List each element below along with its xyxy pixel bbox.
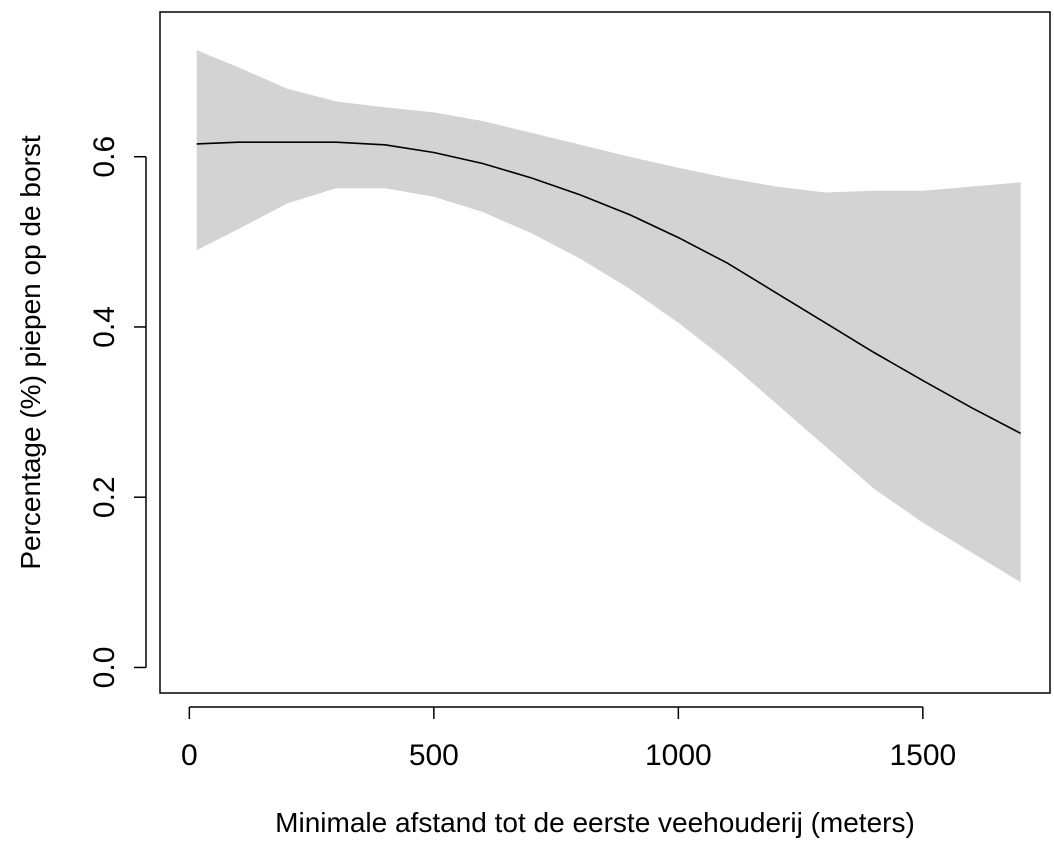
y-axis: 0.0 0.2 0.4 0.6 [88,136,147,689]
x-tick-label: 1000 [645,739,712,772]
confidence-band [196,50,1021,583]
y-tick-label: 0.2 [88,476,121,518]
y-axis-title: Percentage (%) piepen op de borst [15,135,46,569]
x-tick-label: 1500 [889,739,956,772]
x-axis-title: Minimale afstand tot de eerste veehouder… [275,807,915,838]
y-tick-label: 0.6 [88,136,121,178]
y-tick-label: 0.4 [88,306,121,348]
plot-box [159,11,1051,694]
plot-area [196,50,1022,583]
x-tick-label: 500 [409,739,459,772]
series-line [196,141,1022,435]
y-tick-label: 0.0 [88,647,121,689]
x-axis: 0 500 1000 1500 [181,706,956,772]
x-tick-label: 0 [181,739,198,772]
